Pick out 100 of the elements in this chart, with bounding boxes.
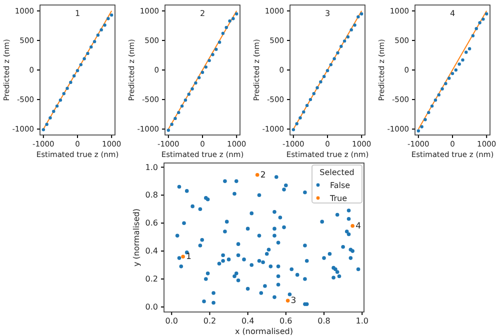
point: [103, 23, 106, 27]
point: [319, 80, 322, 84]
point: [211, 53, 214, 56]
point: [79, 63, 83, 66]
y-tick-label: 0.4: [145, 246, 158, 256]
point: [326, 68, 330, 72]
point: [458, 62, 461, 66]
point: [461, 58, 464, 62]
annotation: 3: [290, 296, 296, 306]
point: [482, 18, 485, 21]
point: [177, 110, 180, 114]
point: [58, 98, 62, 102]
legend-label: True: [329, 194, 348, 203]
point: [471, 34, 475, 38]
point: [286, 298, 290, 303]
x-tick-label: 0.6: [280, 316, 292, 326]
point: [295, 122, 298, 126]
point: [82, 57, 86, 60]
point: [350, 28, 353, 32]
point: [454, 68, 458, 72]
point: [96, 34, 100, 37]
annotation: 2: [260, 170, 266, 180]
point: [92, 40, 96, 44]
text: 4: [450, 9, 456, 18]
point: [200, 70, 204, 74]
point: [292, 128, 296, 132]
point: [197, 76, 201, 80]
point: [194, 81, 198, 85]
point: [305, 104, 309, 108]
point: [464, 50, 468, 54]
point: [440, 87, 444, 91]
point: [76, 68, 80, 72]
y-tick-label: 0.2: [145, 274, 158, 284]
point: [110, 13, 114, 17]
point: [298, 116, 302, 120]
point: [478, 21, 482, 24]
point: [174, 116, 177, 120]
point: [228, 19, 232, 23]
x-tick-label: 0.0: [165, 316, 178, 326]
point: [336, 51, 340, 54]
point: [340, 44, 343, 48]
point: [72, 74, 76, 78]
point: [52, 110, 56, 113]
point: [420, 125, 424, 128]
point: [208, 58, 211, 62]
x-tick-label: 1.0: [356, 316, 368, 326]
point: [106, 16, 110, 20]
legend-title: Selected: [320, 168, 354, 177]
point: [468, 47, 472, 50]
point: [181, 254, 185, 259]
point: [316, 86, 319, 90]
point: [444, 82, 448, 86]
point: [342, 39, 346, 43]
point: [48, 116, 52, 120]
point: [166, 128, 170, 132]
point: [62, 92, 66, 96]
point: [430, 104, 434, 108]
y-tick-label: 0.0: [145, 302, 158, 312]
annotation: 4: [356, 221, 361, 232]
point: [484, 12, 488, 16]
point: [346, 35, 350, 39]
point: [180, 104, 184, 108]
point: [450, 72, 454, 76]
text: 2: [200, 9, 206, 18]
point: [312, 92, 316, 96]
point: [45, 122, 48, 126]
y-tick-label: 1.0: [145, 162, 158, 172]
text: 3: [324, 9, 330, 18]
point: [332, 57, 336, 60]
x-tick-label: 0.8: [318, 316, 330, 326]
point: [42, 128, 46, 132]
y-axis-title: y (normalised): [132, 208, 141, 266]
point: [474, 27, 478, 30]
text: 1: [74, 9, 80, 18]
y-tick-label: 0.6: [145, 218, 158, 228]
point: [329, 63, 333, 66]
point: [204, 65, 208, 69]
annotation: 1: [186, 252, 192, 262]
point: [86, 52, 90, 56]
point: [66, 86, 69, 90]
point: [184, 98, 188, 102]
point: [234, 12, 238, 16]
point: [322, 74, 326, 78]
point: [55, 104, 59, 108]
point: [90, 45, 93, 49]
point: [360, 12, 364, 16]
point: [424, 118, 427, 122]
x-tick-label: 0.2: [203, 316, 216, 326]
point: [170, 122, 174, 126]
point: [356, 15, 360, 18]
point: [308, 98, 312, 102]
point: [302, 110, 306, 114]
point: [350, 224, 354, 228]
point: [100, 28, 103, 32]
y-tick-label: 0.8: [145, 190, 158, 200]
point: [221, 32, 225, 35]
point: [232, 16, 235, 20]
point: [214, 48, 218, 51]
x-axis-title: x (normalised): [235, 327, 293, 336]
point: [187, 92, 190, 96]
